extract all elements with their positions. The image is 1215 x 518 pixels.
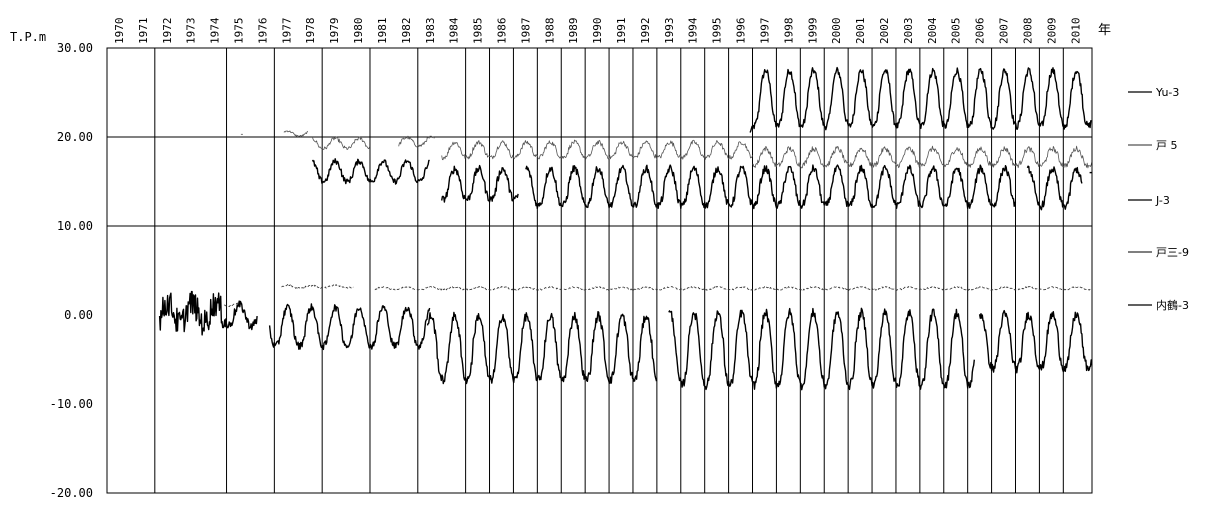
x-tick-label: 1979 [328, 18, 341, 45]
x-tick-label: 1977 [280, 18, 293, 45]
x-tick-label: 1988 [543, 18, 556, 45]
series-line-segment [312, 136, 371, 151]
series-line-segment [225, 300, 258, 331]
series-line-segment [525, 164, 1017, 210]
series-Yu-3 [749, 66, 1092, 133]
x-tick-label: 1990 [591, 18, 604, 45]
y-tick-labels: 30.00 20.00 10.00 0.00 -10.00 -20.00 [50, 41, 93, 500]
legend-label: 内鶴-3 [1156, 298, 1189, 312]
x-tick-label: 2000 [830, 18, 843, 45]
x-tick-label: 2009 [1045, 18, 1058, 45]
legend-label: 戸三-9 [1156, 246, 1189, 259]
y-tick-label: 10.00 [57, 219, 93, 233]
x-tick-label: 2004 [926, 17, 939, 44]
x-tick-label: 1986 [495, 18, 508, 45]
series-line-segment [374, 285, 1093, 291]
series-line-segment [749, 66, 1092, 133]
x-tick-labels: 1970 1971 1972 1973 1974 1975 1976 1977 1978 1979… [113, 17, 1082, 44]
series-line-segment [978, 309, 1093, 374]
x-tick-label: 1996 [735, 18, 748, 45]
series-line-segment [426, 311, 658, 385]
x-tick-label: 1995 [711, 18, 724, 45]
x-tick-label: 2003 [902, 18, 915, 45]
x-tick-label: 2007 [998, 18, 1011, 45]
x-tick-label: 1984 [448, 17, 461, 44]
x-tick-label: 1983 [424, 18, 437, 45]
x-tick-label: 2001 [854, 18, 867, 45]
series-line-segment [223, 301, 244, 308]
series-line-segment [441, 139, 753, 161]
y-tick-label: 30.00 [57, 41, 93, 55]
series-line-segment [668, 307, 975, 391]
series-戸三-9 [223, 284, 1093, 308]
x-tick-label: 1975 [232, 17, 245, 44]
series-line-segment [1026, 165, 1083, 211]
series-内鶴-3 [158, 290, 1093, 391]
x-tick-label: 1978 [304, 18, 317, 45]
series-line-segment [752, 145, 1093, 169]
x-tick-label: 1997 [758, 18, 771, 45]
legend: Yu-3 戸 5 J-3 戸三-9 内鶴-3 [1128, 86, 1189, 312]
x-tick-label: 1998 [782, 18, 795, 45]
x-tick-label: 2002 [878, 18, 891, 45]
series-line-segment [311, 158, 430, 185]
x-tick-label: 2008 [1021, 18, 1034, 45]
x-tick-label: 2006 [974, 18, 987, 45]
x-tick-label: 1971 [137, 18, 150, 45]
x-tick-label: 1976 [256, 18, 269, 45]
x-tick-label: 1987 [519, 18, 532, 45]
legend-label: J-3 [1155, 194, 1170, 207]
y-tick-label: -20.00 [50, 486, 93, 500]
plot-frame [106, 47, 1093, 494]
x-tick-label: 1993 [663, 18, 676, 45]
x-tick-label: 1985 [472, 18, 485, 45]
x-tick-label: 2010 [1069, 18, 1082, 45]
x-tick-label: 1970 [113, 17, 126, 44]
x-tick-label: 1992 [639, 18, 652, 45]
x-tick-label: 1973 [185, 18, 198, 45]
series-line-segment [281, 284, 354, 290]
x-tick-label: 1974 [209, 17, 222, 44]
y-tick-label: 0.00 [64, 308, 93, 322]
y-axis-label: T.P.m [10, 30, 46, 44]
y-tick-label: 20.00 [57, 130, 93, 144]
series-line-segment [158, 290, 227, 336]
x-tick-label: 1982 [400, 18, 413, 45]
legend-label: Yu-3 [1155, 86, 1179, 99]
x-axis-label: 年 [1098, 23, 1111, 38]
x-tick-label: 1989 [567, 18, 580, 45]
series-line-segment [441, 164, 519, 203]
series-戸 5 [240, 130, 1093, 169]
x-tick-label: 1981 [376, 18, 389, 45]
legend-label: 戸 5 [1156, 139, 1178, 152]
series-line-segment [268, 303, 431, 351]
x-tick-label: 1994 [687, 17, 700, 44]
x-tick-label: 1999 [806, 18, 819, 45]
grid [107, 48, 1092, 493]
x-tick-label: 1972 [161, 18, 174, 45]
series-J-3 [311, 158, 1092, 211]
x-tick-label: 1991 [615, 18, 628, 45]
x-tick-label: 2005 [950, 18, 963, 45]
series-lines [158, 66, 1093, 391]
y-tick-label: -10.00 [50, 397, 93, 411]
series-line-segment [398, 135, 435, 148]
series-line-segment [283, 130, 309, 138]
x-tick-label: 1980 [352, 18, 365, 45]
